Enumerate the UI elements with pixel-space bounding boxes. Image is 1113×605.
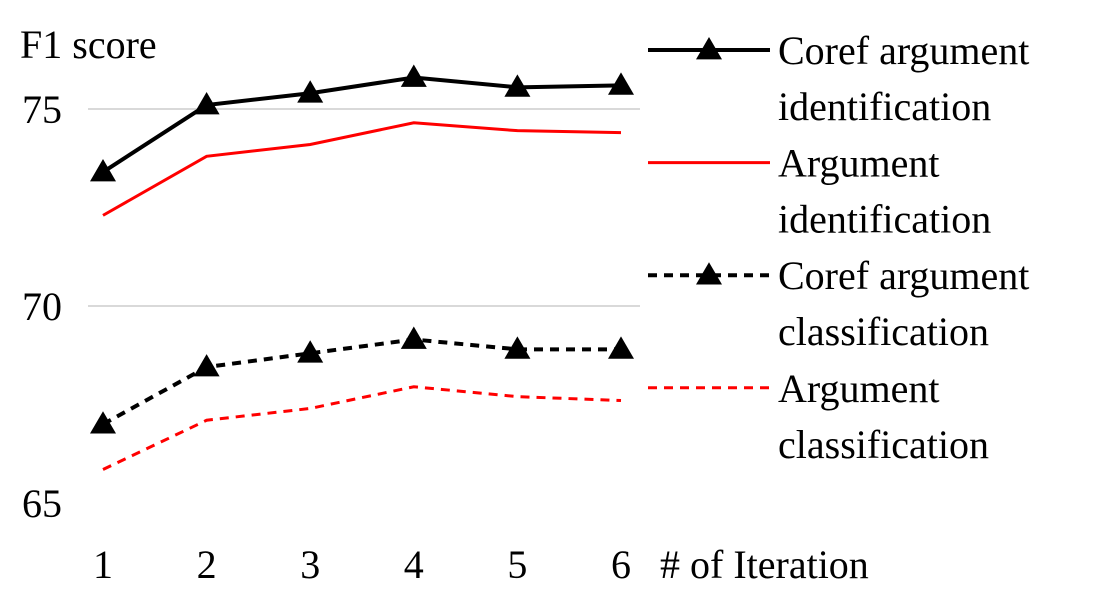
x-axis-label: # of Iteration <box>660 542 869 587</box>
axes: F1 score # of Iteration 65 70 75 1 2 3 4 5 6 <box>20 22 869 587</box>
y-tick-label: 70 <box>22 284 62 329</box>
series-argument-classification <box>102 385 622 471</box>
legend-label: identification <box>778 84 991 129</box>
legend-label: Argument <box>778 366 939 411</box>
triangle-marker <box>90 159 116 182</box>
triangle-marker <box>400 64 427 87</box>
triangle-marker <box>400 326 427 349</box>
triangle-marker <box>696 262 722 285</box>
triangle-marker <box>504 74 531 97</box>
series-line <box>102 121 622 217</box>
y-tick-label: 75 <box>22 87 62 132</box>
x-tick-label: 5 <box>507 542 527 587</box>
triangle-marker <box>297 340 324 363</box>
series-coref-argument-classification <box>90 326 634 434</box>
series-line <box>102 337 621 426</box>
x-tick-label: 3 <box>300 542 320 587</box>
x-tick-label: 2 <box>197 542 217 587</box>
legend-item: Coref argument classification <box>648 253 1029 354</box>
triangle-marker <box>608 72 634 95</box>
legend-item: Coref argument identification <box>648 28 1029 129</box>
legend-label: classification <box>778 309 989 354</box>
triangle-marker <box>608 336 634 359</box>
triangle-marker <box>297 80 324 103</box>
x-tick-label: 6 <box>611 542 631 587</box>
series-line <box>102 385 622 471</box>
y-tick-label: 65 <box>22 481 62 526</box>
legend-label: Argument <box>778 141 939 186</box>
legend-item: Argument classification <box>648 366 989 467</box>
legend-label: classification <box>778 422 989 467</box>
triangle-marker <box>90 411 116 434</box>
x-tick-label: 1 <box>93 542 113 587</box>
series-line <box>101 75 622 174</box>
triangle-marker <box>504 336 531 359</box>
triangle-marker <box>696 37 722 60</box>
series-argument-identification <box>102 121 622 217</box>
triangle-marker <box>193 354 220 377</box>
plot-area <box>90 64 634 471</box>
x-tick-label: 4 <box>404 542 424 587</box>
legend-label: identification <box>778 197 991 242</box>
legend-label: Coref argument <box>778 28 1029 73</box>
legend-item: Argument identification <box>648 141 991 242</box>
legend: Coref argument identification Argument iden… <box>648 28 1029 467</box>
legend-label: Coref argument <box>778 253 1029 298</box>
y-axis-label: F1 score <box>20 22 157 67</box>
series-coref-argument-identification <box>90 64 634 182</box>
gridlines <box>88 108 640 307</box>
triangle-marker <box>193 92 220 115</box>
